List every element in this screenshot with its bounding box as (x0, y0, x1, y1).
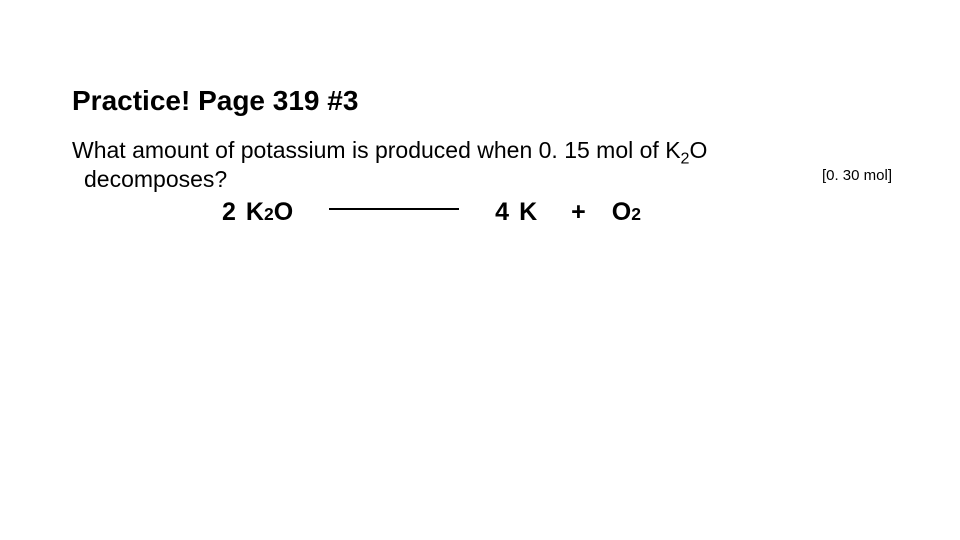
product1-term: 4K (495, 198, 537, 227)
question-line1-sub: 2 (681, 149, 690, 167)
plus-sign: + (571, 198, 586, 227)
reaction-arrow (329, 208, 459, 210)
question-text: What amount of potassium is produced whe… (72, 136, 888, 195)
question-line1-b: O (690, 137, 708, 163)
reactant-term: 2K2O (222, 198, 293, 227)
question-line2: decomposes? (72, 165, 778, 194)
product2-term: O2 (612, 198, 641, 227)
question-line1-a: What amount of potassium is produced whe… (72, 137, 681, 163)
slide-title: Practice! Page 319 #3 (72, 84, 888, 118)
product1-coef: 4 (495, 198, 509, 227)
chemical-equation: 2K2O 4K + O2 (72, 198, 888, 227)
reactant-base-b: O (274, 198, 293, 227)
product1-base: K (519, 198, 537, 227)
answer-hint: [0. 30 mol] (822, 166, 892, 185)
reactant-coef: 2 (222, 198, 236, 227)
reactant-base-a: K (246, 198, 264, 227)
product2-base: O (612, 198, 631, 227)
slide: Practice! Page 319 #3 What amount of pot… (0, 0, 960, 540)
